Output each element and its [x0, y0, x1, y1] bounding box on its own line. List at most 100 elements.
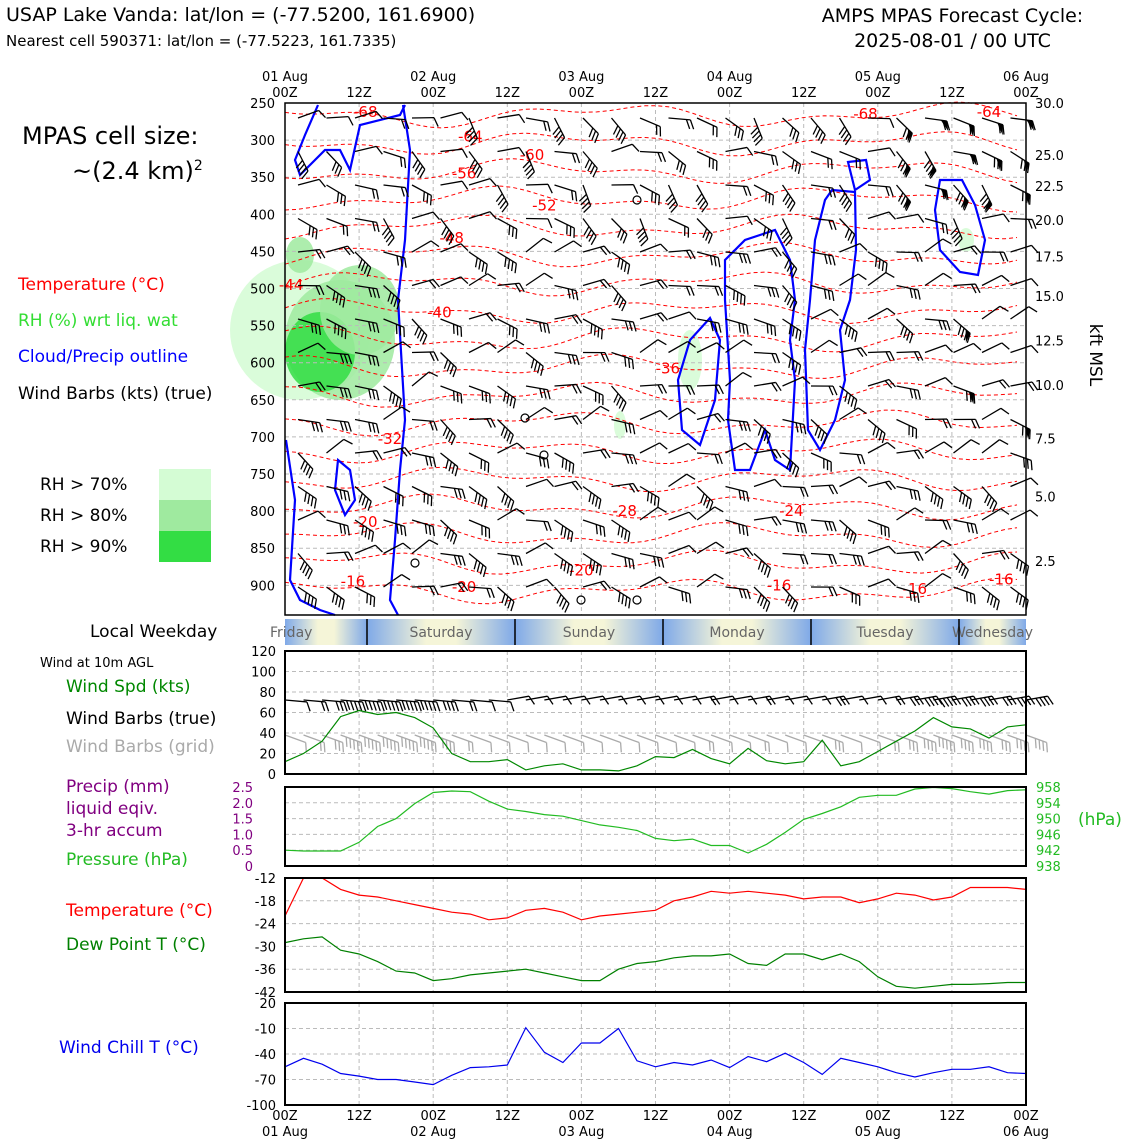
barb-staff — [562, 695, 585, 701]
upper-wind-barb — [611, 482, 640, 493]
barb-flag — [375, 423, 380, 434]
barb-flag — [490, 742, 493, 753]
barb-flag — [714, 506, 724, 513]
barb-flag — [771, 516, 778, 526]
barb-staff — [668, 311, 690, 320]
barb-flag — [319, 285, 325, 296]
barb-flag — [769, 695, 776, 705]
surface-wind-barb-grid — [303, 734, 326, 753]
barb-flag — [917, 214, 925, 223]
barb-flag — [595, 563, 599, 574]
barb-flag — [432, 457, 437, 468]
barb-flag — [750, 126, 759, 135]
barb-flag — [991, 695, 999, 705]
upper-wind-barb — [383, 385, 402, 409]
barb-flag — [400, 256, 403, 267]
barb-flag — [343, 196, 347, 207]
barb-flag — [823, 458, 825, 469]
barb-flag — [454, 701, 459, 712]
barb-flag — [575, 355, 580, 366]
upper-wind-barb — [750, 117, 763, 146]
barb-staff — [440, 276, 461, 287]
upper-wind-barb — [639, 442, 668, 454]
barb-flag — [772, 195, 775, 206]
barb-flag — [838, 126, 846, 136]
barb-flag — [638, 234, 647, 243]
barb-staff — [839, 242, 861, 253]
barb-flag — [906, 330, 911, 341]
upper-wind-barb — [668, 473, 696, 488]
barb-flag — [402, 542, 412, 550]
barb-staff — [354, 110, 377, 119]
barb-flag — [371, 531, 375, 542]
barb-flag — [784, 292, 790, 303]
barb-flag — [412, 159, 419, 169]
barb-flag — [782, 192, 789, 202]
barb-flag — [961, 697, 968, 707]
upper-wind-barb — [297, 418, 323, 433]
barb-flag — [342, 224, 345, 235]
upper-wind-barb — [981, 439, 1009, 454]
barb-flag — [714, 286, 720, 296]
upper-wind-barb — [468, 312, 497, 322]
barb-flag — [575, 314, 583, 324]
barb-flag — [461, 111, 469, 121]
precip-tick-label: 1.0 — [232, 828, 253, 843]
barb-flag — [653, 495, 657, 506]
barb-staff — [668, 544, 690, 555]
barb-flag — [612, 125, 619, 135]
barb-flag — [588, 127, 594, 138]
barb-flag — [1026, 458, 1029, 469]
barb-pennant — [907, 129, 913, 143]
upper-wind-barb — [411, 519, 435, 537]
upper-wind-barb — [981, 274, 1010, 287]
barb-flag — [433, 351, 439, 362]
barb-flag — [536, 363, 541, 374]
barb-flag — [993, 157, 996, 168]
barb-flag — [908, 739, 911, 750]
barb-flag — [315, 382, 322, 392]
barb-flag — [481, 261, 485, 272]
upper-wind-barb — [525, 272, 553, 287]
barb-flag — [1038, 739, 1041, 750]
barb-flag — [482, 567, 487, 578]
barb-flag — [566, 224, 568, 235]
cloud-outline-8 — [933, 178, 987, 277]
barb-flag — [404, 187, 409, 198]
upper-wind-barb — [1010, 381, 1039, 392]
barb-flag — [738, 253, 744, 264]
barb-flag — [361, 525, 365, 536]
top-date-tick-label: 02 Aug — [410, 70, 456, 85]
barb-flag — [569, 566, 574, 576]
barb-flag — [979, 697, 987, 707]
upper-wind-barb — [326, 318, 347, 340]
barb-flag — [430, 496, 433, 507]
barb-flag — [771, 353, 777, 363]
barb-flag — [916, 593, 920, 604]
barb-flag — [789, 298, 795, 309]
top-date-tick-label: 03 Aug — [558, 70, 604, 85]
top-hour-tick-label: 00Z — [272, 86, 298, 101]
barb-flag — [504, 596, 509, 606]
barb-flag — [396, 299, 401, 310]
barb-flag — [527, 742, 530, 753]
upper-wind-barb — [522, 151, 535, 180]
barb-flag — [308, 225, 311, 236]
upper-wind-barb — [753, 553, 772, 578]
barb-flag — [422, 335, 428, 345]
barb-flag — [1000, 508, 1010, 515]
barb-flag — [742, 490, 746, 501]
upper-wind-barb — [411, 278, 440, 289]
barb-flag — [676, 695, 684, 705]
barb-flag — [512, 398, 517, 409]
barb-flag — [931, 741, 934, 752]
barb-flag — [738, 523, 741, 534]
rh-shade-4 — [678, 330, 702, 390]
upper-wind-barb — [554, 480, 583, 491]
barb-flag — [902, 127, 908, 138]
barb-flag — [618, 298, 624, 309]
barb-staff — [1010, 477, 1032, 488]
upper-wind-barb — [979, 184, 993, 213]
barb-flag — [510, 555, 515, 565]
upper-wind-barb — [326, 115, 354, 126]
